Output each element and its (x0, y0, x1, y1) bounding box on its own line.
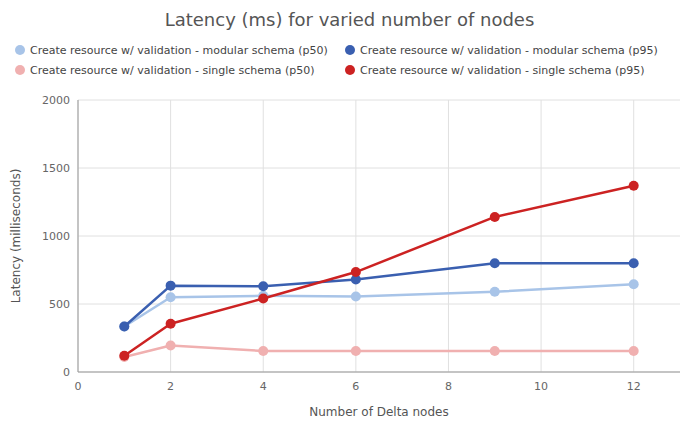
legend-label: Create resource w/ validation - modular … (30, 44, 328, 57)
series-point (490, 287, 500, 297)
x-grid-line (355, 100, 356, 372)
legend-label: Create resource w/ validation - single s… (30, 64, 315, 77)
series-point (351, 267, 361, 277)
series-point (166, 340, 176, 350)
y-tick-label: 0 (63, 366, 70, 379)
y-tick-label: 2000 (42, 94, 70, 107)
series-point (629, 258, 639, 268)
y-tick-label: 500 (49, 298, 70, 311)
series-point (629, 279, 639, 289)
series-point (119, 321, 129, 331)
series-line-group (124, 263, 633, 326)
y-grid-line (78, 100, 680, 101)
series-line-group (124, 186, 633, 356)
series-point (166, 292, 176, 302)
y-grid-line (78, 372, 680, 373)
x-tick-label: 10 (534, 380, 548, 393)
x-axis-line (78, 372, 680, 373)
series-point (351, 292, 361, 302)
series-point (490, 346, 500, 356)
series-point (258, 346, 268, 356)
x-tick-label: 2 (167, 380, 174, 393)
x-tick-label: 6 (352, 380, 359, 393)
x-grid-line (263, 100, 264, 372)
legend-label: Create resource w/ validation - single s… (360, 64, 645, 77)
series-point (629, 346, 639, 356)
series-line-group (124, 284, 633, 326)
x-grid-line (541, 100, 542, 372)
data-area (119, 181, 638, 362)
series-point (119, 351, 129, 361)
series-line (124, 284, 633, 326)
series-point (490, 212, 500, 222)
legend-swatch (15, 45, 25, 55)
series-line (124, 345, 633, 357)
series-line (124, 186, 633, 356)
series-point (629, 181, 639, 191)
y-grid-line (78, 304, 680, 305)
series-point (119, 321, 129, 331)
series-line-group (124, 345, 633, 357)
x-grid-line (170, 100, 171, 372)
y-tick-label: 1000 (42, 230, 70, 243)
x-tick-label: 12 (627, 380, 641, 393)
legend-swatch (345, 65, 355, 75)
x-tick-label: 4 (260, 380, 267, 393)
x-grid-line (633, 100, 634, 372)
legend: Create resource w/ validation - modular … (15, 44, 658, 77)
y-grid-line (78, 168, 680, 169)
x-tick-label: 8 (445, 380, 452, 393)
legend-swatch (345, 45, 355, 55)
series-point (258, 294, 268, 304)
grid (78, 100, 680, 372)
series-point (490, 258, 500, 268)
title: Latency (ms) for varied number of nodes (165, 9, 535, 30)
x-grid-line (78, 100, 79, 372)
y-axis-line (78, 100, 79, 372)
y-axis-label: Latency (milliseconds) (9, 169, 23, 304)
series-line (124, 263, 633, 326)
chart-container: Latency (ms) for varied number of nodes C… (0, 0, 699, 432)
legend-label: Create resource w/ validation - modular … (360, 44, 658, 57)
x-tick-label: 0 (75, 380, 82, 393)
legend-swatch (15, 65, 25, 75)
series-point (166, 319, 176, 329)
series-point (351, 346, 361, 356)
y-tick-label: 1500 (42, 162, 70, 175)
series-point (258, 281, 268, 291)
chart-svg: Latency (ms) for varied number of nodes C… (0, 0, 699, 432)
series-point (166, 281, 176, 291)
x-axis-label: Number of Delta nodes (309, 405, 448, 419)
y-grid-line (78, 236, 680, 237)
